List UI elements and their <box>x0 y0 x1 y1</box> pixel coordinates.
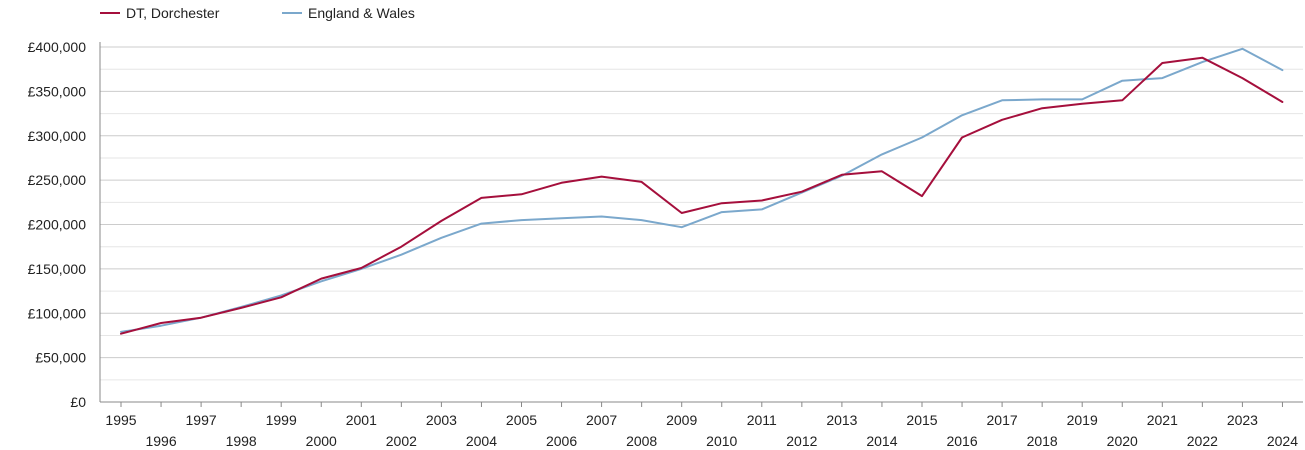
legend-label: England & Wales <box>308 5 415 21</box>
y-tick-label: £0 <box>70 394 86 410</box>
y-tick-label: £400,000 <box>28 39 87 55</box>
x-tick-label: 2015 <box>906 412 937 428</box>
x-tick-label: 2021 <box>1147 412 1178 428</box>
y-tick-label: £50,000 <box>35 350 86 366</box>
x-tick-label: 2009 <box>666 412 697 428</box>
x-tick-label: 2023 <box>1227 412 1258 428</box>
y-tick-label: £100,000 <box>28 305 87 321</box>
x-tick-label: 2018 <box>1027 433 1058 449</box>
x-tick-label: 2006 <box>546 433 577 449</box>
legend: DT, Dorchester England & Wales <box>100 5 415 21</box>
series-layer <box>120 47 1284 335</box>
series-line-dt-dorchester <box>120 56 1284 335</box>
x-tick-label: 2005 <box>506 412 537 428</box>
x-tick-label: 1997 <box>186 412 217 428</box>
y-tick-label: £250,000 <box>28 172 87 188</box>
x-tick-label: 2020 <box>1107 433 1138 449</box>
x-tick-label: 2019 <box>1067 412 1098 428</box>
x-tick-label: 2000 <box>306 433 337 449</box>
x-tick-label: 2010 <box>706 433 737 449</box>
grid-lines <box>100 46 1303 403</box>
x-tick-label: 2011 <box>747 412 777 428</box>
y-tick-label: £350,000 <box>28 83 87 99</box>
x-tick-label: 2024 <box>1267 433 1298 449</box>
x-axis: 1995 1996 1997 1998 1999 2000 2001 2002 2003 2004… <box>100 401 1303 449</box>
y-tick-label: £200,000 <box>28 217 87 233</box>
x-tick-label: 2014 <box>866 433 897 449</box>
x-tick-label: 2008 <box>626 433 657 449</box>
series-line-england-wales <box>120 47 1284 333</box>
x-tick-label: 2007 <box>586 412 617 428</box>
y-tick-label: £150,000 <box>28 261 87 277</box>
x-tick-label: 2002 <box>386 433 417 449</box>
x-tick-label: 2003 <box>426 412 457 428</box>
x-tick-label: 2001 <box>346 412 377 428</box>
x-tick-label: 2016 <box>946 433 977 449</box>
x-tick-label: 1996 <box>145 433 176 449</box>
x-tick-label: 2022 <box>1187 433 1218 449</box>
x-tick-label: 2004 <box>466 433 497 449</box>
y-axis: £0 £50,000 £100,000 £150,000 £200,000 £250,00… <box>28 39 101 410</box>
x-tick-label: 1999 <box>266 412 297 428</box>
y-tick-label: £300,000 <box>28 128 87 144</box>
x-tick-label: 2017 <box>987 412 1018 428</box>
legend-label: DT, Dorchester <box>126 5 220 21</box>
x-tick-label: 1998 <box>226 433 257 449</box>
x-tick-label: 1995 <box>105 412 136 428</box>
x-tick-label: 2013 <box>826 412 857 428</box>
x-tick-label: 2012 <box>786 433 817 449</box>
